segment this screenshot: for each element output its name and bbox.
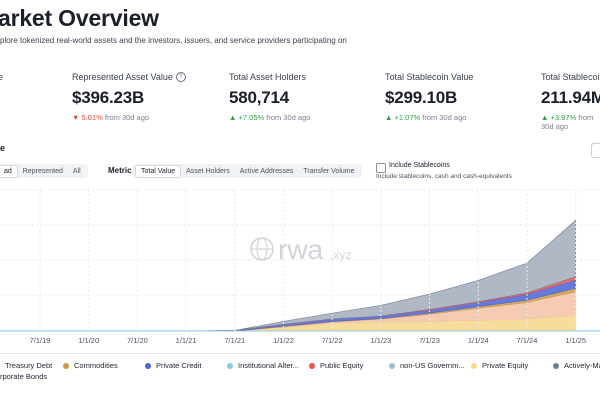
legend-item-public-equity[interactable]: Public Equity	[309, 361, 363, 370]
legend-label: Actively-Ma	[564, 361, 600, 370]
toggle-option[interactable]: All	[72, 167, 81, 175]
stat-card-partial: e	[0, 72, 3, 82]
stat-change-suffix: from 30d ago	[266, 113, 311, 122]
x-tick-label: 1/1/22	[273, 336, 294, 345]
watermark-text: rwa	[278, 234, 324, 265]
toggle-option[interactable]: Represented	[22, 167, 63, 175]
chart-divider	[0, 353, 600, 354]
info-icon[interactable]: ?	[175, 72, 186, 82]
legend-label: Institutional Alter...	[238, 361, 299, 370]
page-title: arket Overview	[0, 5, 159, 31]
stat-value: 580,714	[229, 88, 290, 107]
x-tick-label: 7/1/21	[224, 336, 245, 345]
toggle-option[interactable]: ad	[0, 164, 18, 178]
legend-item-corporate-bonds[interactable]: rporate Bonds	[0, 372, 48, 381]
legend-label: non-US Governm...	[400, 361, 465, 370]
legend-item-commodities[interactable]: Commodities	[63, 361, 118, 370]
stat-change-suffix: from 30d ago	[104, 113, 150, 122]
globe-icon	[250, 237, 274, 261]
x-tick-label: 1/1/21	[176, 336, 197, 345]
metric-toggle: Total Value Asset Holders Active Address…	[133, 164, 362, 178]
x-tick-label: 1/1/24	[468, 336, 489, 345]
x-tick-label: 7/1/19	[30, 336, 51, 345]
legend-swatch	[309, 362, 315, 369]
watermark: rwa .xyz	[250, 234, 351, 265]
x-tick-label: 7/1/20	[127, 336, 148, 345]
legend-swatch	[471, 362, 477, 369]
stat-change: ▲ +7.05%	[229, 113, 265, 122]
legend-swatch	[145, 362, 151, 369]
stat-label: Represented Asset Value	[72, 72, 173, 82]
metric-option-asset-holders[interactable]: Asset Holders	[186, 167, 230, 175]
include-stablecoins-description: Include stablecoins, cash and cash-equiv…	[376, 173, 512, 180]
stat-label: Total Stablecoin	[541, 72, 600, 82]
legend-item-private-equity[interactable]: Private Equity	[471, 361, 528, 370]
legend-label: Public Equity	[320, 361, 364, 370]
stat-represented-asset-value: Represented Asset Value ? $396.23B ▼ 5.0…	[72, 72, 186, 122]
metric-label: Metric	[108, 166, 132, 175]
stat-value: $299.10B	[385, 88, 458, 107]
metric-option-active-addresses[interactable]: Active Addresses	[239, 167, 294, 175]
legend-label: Private Equity	[482, 361, 529, 370]
chart-x-ticks: 7/1/19 1/1/20 7/1/20 1/1/21 7/1/21 1/1/22 7/1/…	[30, 190, 586, 345]
value-toggle: ad Represented All	[0, 164, 88, 178]
stat-label: e	[0, 72, 4, 82]
stat-total-asset-holders: Total Asset Holders 580,714 ▲ +7.05% fro…	[229, 72, 310, 122]
legend-label: Treasury Debt	[5, 361, 53, 370]
chart-areas	[0, 219, 600, 332]
section-title: e	[0, 143, 6, 153]
legend-swatch	[553, 362, 559, 369]
stat-value: $396.23B	[72, 88, 145, 107]
stat-label: Total Asset Holders	[229, 72, 307, 82]
chart-canvas: 7/1/19 1/1/20 7/1/20 1/1/21 7/1/21 1/1/22 7/1/…	[0, 189, 600, 345]
stat-label: Total Stablecoin Value	[385, 72, 474, 82]
x-tick-label: 7/1/22	[322, 336, 343, 345]
legend-swatch	[389, 362, 395, 369]
stat-total-stablecoin-value: Total Stablecoin Value $299.10B ▲ +1.07%…	[385, 72, 473, 122]
legend-label: Commodities	[74, 361, 118, 370]
stat-change-suffix: from 30d ago	[541, 113, 594, 131]
stat-change-suffix: from 30d ago	[422, 113, 467, 122]
legend-item-institutional[interactable]: Institutional Alter...	[227, 361, 299, 370]
legend-item-treasury-debt[interactable]: Treasury Debt	[0, 361, 52, 370]
chart-options-button[interactable]	[591, 143, 600, 158]
metric-option-transfer-volume[interactable]: Transfer Volume	[303, 167, 355, 175]
page-subtitle: plore tokenized real-world assets and th…	[0, 36, 347, 45]
watermark-suffix: .xyz	[330, 248, 351, 262]
stat-change: ▲ +1.07%	[385, 113, 421, 122]
include-stablecoins-label[interactable]: Include Stablecoins	[389, 162, 450, 169]
legend-item-private-credit[interactable]: Private Credit	[145, 361, 201, 370]
stat-change: ▲ +3.97%	[541, 113, 577, 122]
stat-value: 211.94M	[541, 88, 600, 107]
legend-item-non-us-government[interactable]: non-US Governm...	[389, 361, 465, 370]
legend-label: Private Credit	[156, 361, 202, 370]
stat-change: ▼ 5.01%	[72, 113, 103, 122]
legend-item-actively-managed[interactable]: Actively-Ma	[553, 361, 600, 370]
x-tick-label: 1/1/20	[78, 336, 99, 345]
x-tick-label: 7/1/24	[517, 336, 538, 345]
metric-option-total-value[interactable]: Total Value	[135, 164, 182, 178]
x-tick-label: 1/1/23	[370, 336, 391, 345]
x-tick-label: 7/1/23	[419, 336, 440, 345]
legend-swatch	[63, 362, 69, 369]
x-tick-label: 1/1/25	[565, 336, 586, 345]
legend-swatch	[227, 362, 233, 369]
include-stablecoins-checkbox[interactable]	[376, 163, 386, 173]
stat-total-stablecoin: Total Stablecoin 211.94M ▲ +3.97% from 3…	[541, 72, 600, 131]
